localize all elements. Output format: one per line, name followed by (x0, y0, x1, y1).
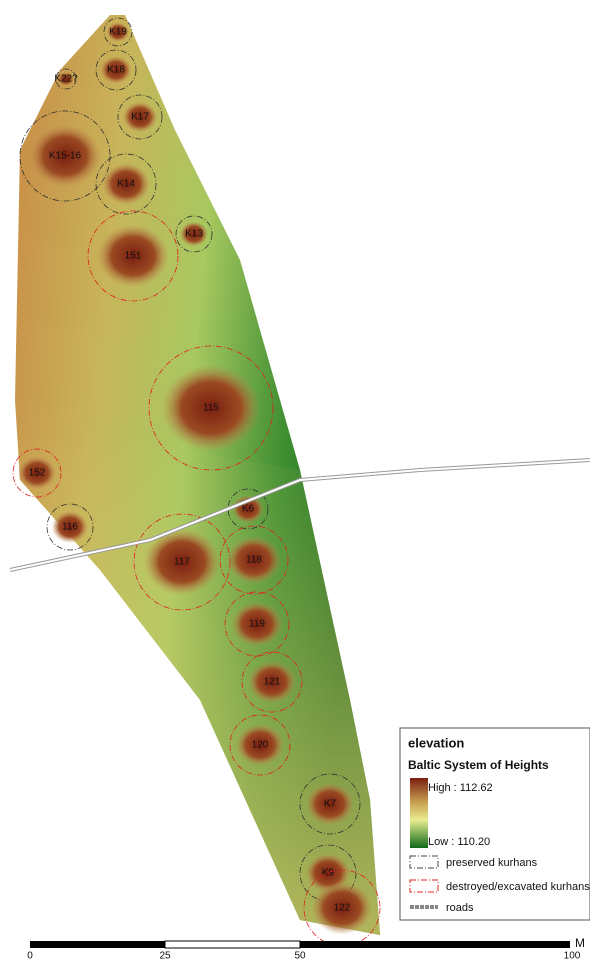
kurhan-label: K13 (185, 229, 203, 240)
mound (97, 224, 169, 288)
legend-item: roads (446, 902, 474, 914)
scale-bar: 0 25 50 100 M (27, 936, 585, 961)
kurhan-outline (95, 49, 137, 91)
legend-subtitle: Baltic System of Heights (408, 758, 549, 772)
kurhan-label: 117 (174, 557, 190, 568)
legend-ramp (410, 778, 428, 848)
mound (29, 124, 101, 188)
kurhan-outline (299, 773, 361, 835)
kurhan-label: 118 (246, 555, 262, 566)
kurhan-outline (219, 525, 289, 595)
mound (106, 22, 130, 42)
kurhan-label: K7 (324, 799, 337, 810)
kurhan-outline (117, 94, 163, 140)
kurhan-label: 116 (62, 522, 78, 533)
kurhan-outline (87, 210, 179, 302)
kurhan-label: K6 (242, 504, 255, 515)
scale-unit: M (575, 936, 585, 950)
kurhan-outline (229, 714, 291, 776)
mound (248, 661, 296, 703)
kurhan-outline (224, 591, 290, 657)
scale-segment (300, 941, 570, 948)
mound (226, 536, 282, 584)
mound (143, 528, 221, 596)
legend-destroyed (409, 879, 439, 893)
mound (122, 101, 158, 133)
kurhan-outline (175, 215, 213, 253)
kurhan-outline (227, 488, 269, 530)
mound (231, 601, 283, 647)
kurhan-label: K22? (54, 74, 78, 85)
scale-label: 25 (159, 951, 171, 962)
mound (51, 510, 89, 544)
kurhan-label: 151 (125, 251, 142, 262)
scale-segment (30, 941, 165, 948)
kurhan-label: K14 (117, 179, 135, 190)
mound (100, 56, 132, 84)
mound (17, 456, 57, 490)
legend-high: High : 112.62 (428, 782, 493, 794)
kurhan-label: 115 (203, 403, 219, 414)
scale-label: 100 (564, 951, 581, 962)
legend-box (399, 727, 590, 921)
scale-label: 50 (294, 951, 306, 962)
mound (58, 72, 74, 86)
kurhan-outline (95, 153, 157, 215)
kurhan-outline (299, 844, 357, 902)
kurhan-outline (55, 68, 77, 90)
scale-label: 0 (27, 951, 33, 962)
scale-segment (164, 940, 301, 949)
mound (236, 724, 284, 766)
legend-low: Low : 110.20 (428, 836, 490, 848)
mound (161, 364, 261, 452)
legend: elevation Baltic System of Heights High … (399, 727, 590, 921)
kurhan-outline (148, 345, 274, 471)
legend-preserved (409, 855, 439, 869)
kurhan-label: 121 (264, 677, 281, 688)
kurhan-label: 120 (252, 740, 269, 751)
legend-title: elevation (408, 735, 464, 750)
mound (179, 221, 209, 247)
mound (102, 163, 150, 205)
features: K19 K18 K22? K17 K15-16 K14 K13 151 115 152 116 K6 1… (12, 17, 381, 947)
kurhan-label: K18 (107, 65, 125, 76)
kurhan-outline (46, 503, 94, 551)
kurhan-label: K19 (109, 27, 127, 38)
kurhan-label: 119 (249, 619, 265, 630)
kurhan-label: 152 (29, 468, 46, 479)
kurhan-label: K17 (131, 112, 149, 123)
kurhan-label: 122 (334, 903, 351, 914)
kurhan-outline (12, 448, 62, 498)
mound (311, 881, 373, 935)
kurhan-outline (103, 17, 133, 47)
legend-item: preserved kurhans (446, 857, 538, 869)
kurhan-outline (19, 110, 111, 202)
kurhan-label: K15-16 (49, 151, 82, 162)
kurhan-outline (241, 651, 303, 713)
road-inner (9, 459, 590, 571)
legend-item: destroyed/excavated kurhans (446, 881, 590, 893)
kurhan-label: K9 (322, 868, 335, 879)
mound (306, 783, 354, 825)
